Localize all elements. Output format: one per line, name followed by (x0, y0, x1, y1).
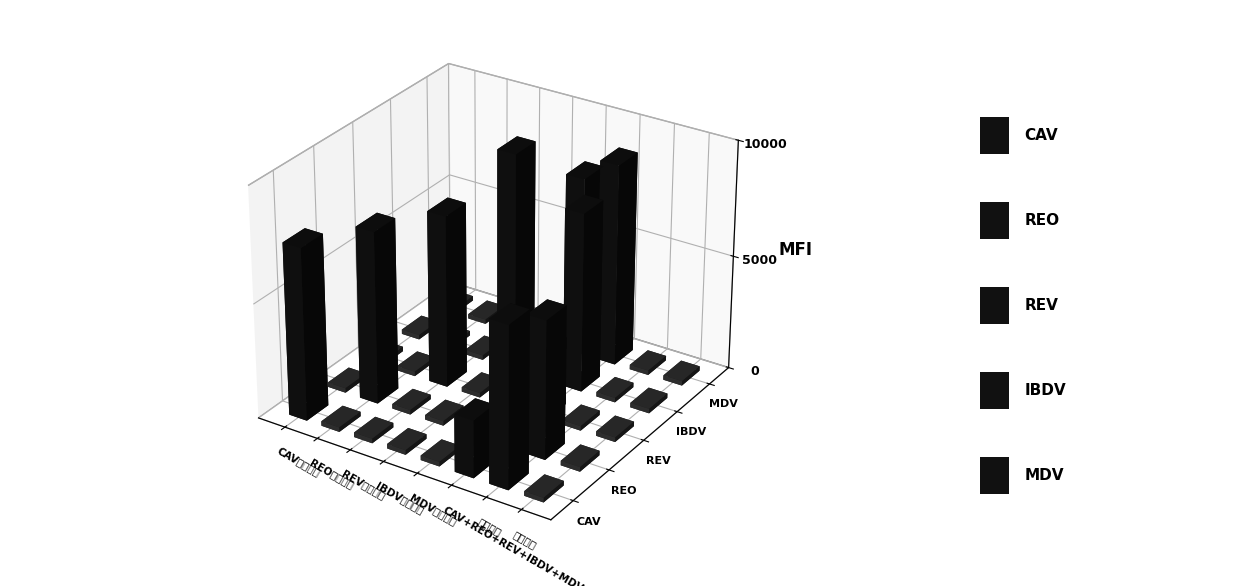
Bar (980, 202, 1009, 239)
Text: MDV: MDV (1024, 468, 1064, 483)
Text: REV: REV (1024, 298, 1058, 313)
Bar (980, 287, 1009, 323)
Text: IBDV: IBDV (1024, 383, 1066, 398)
Bar (980, 372, 1009, 409)
Text: CAV: CAV (1024, 128, 1058, 142)
Bar (980, 457, 1009, 494)
Text: REO: REO (1024, 213, 1059, 228)
Bar (980, 117, 1009, 154)
